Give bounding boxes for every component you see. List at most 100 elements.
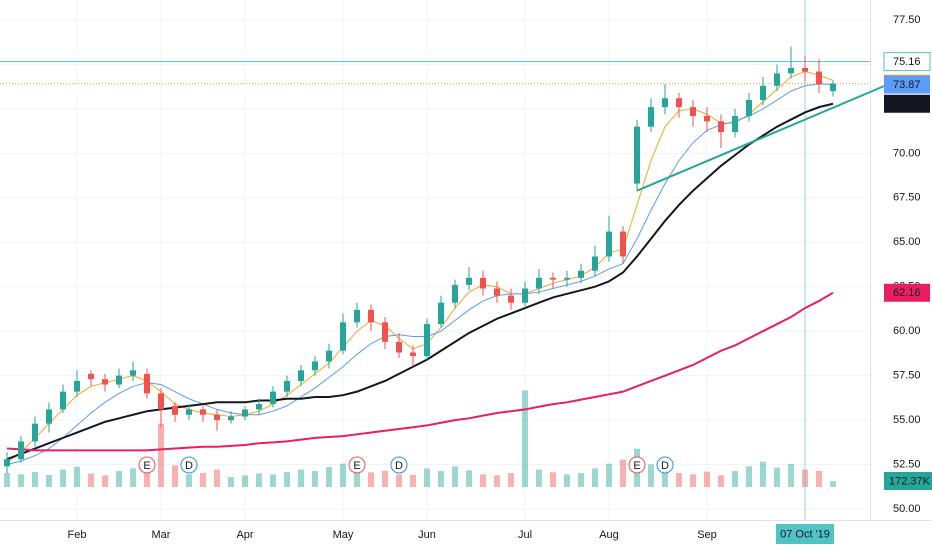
candle-body	[522, 288, 528, 303]
volume-bar	[816, 471, 822, 487]
candle-body	[228, 416, 234, 421]
volume-bar	[410, 475, 416, 487]
x-tick-label: Aug	[599, 529, 619, 541]
x-tick-label: Jul	[518, 529, 532, 541]
price-badge-label: 75.16	[893, 56, 921, 68]
candle-body	[130, 370, 136, 376]
y-tick-label: 55.00	[893, 414, 921, 426]
candle-body	[284, 380, 290, 392]
volume-bar	[424, 468, 430, 487]
volume-bar	[508, 473, 514, 487]
candle-body	[312, 361, 318, 371]
candle-body	[102, 379, 108, 385]
candle-body	[256, 404, 262, 410]
event-marker	[628, 456, 646, 474]
date-badge	[776, 524, 834, 544]
candle-body	[536, 277, 542, 289]
volume-badge-label: 172.37K	[889, 475, 931, 487]
volume-bar	[676, 473, 682, 487]
event-marker	[138, 456, 156, 474]
volume-bar	[746, 466, 752, 487]
volume-bar	[536, 469, 542, 487]
volume-bar	[452, 466, 458, 487]
candle-body	[718, 121, 724, 133]
candle-body	[704, 116, 710, 122]
volume-bar	[648, 464, 654, 487]
volume-bar	[606, 463, 612, 487]
candle-body	[592, 256, 598, 271]
candle-body	[466, 277, 472, 285]
date-badge-label: 07 Oct '19	[780, 528, 830, 540]
y-tick-label: 60.00	[893, 325, 921, 337]
candle-body	[480, 277, 486, 289]
volume-bar	[620, 459, 626, 487]
candle-body	[200, 409, 206, 415]
volume-bar	[116, 471, 122, 487]
volume-bar	[228, 477, 234, 487]
candle-body	[606, 231, 612, 257]
volume-bar	[200, 473, 206, 487]
volume-bar	[326, 467, 332, 487]
volume-bar	[102, 475, 108, 487]
volume-bar	[382, 471, 388, 487]
candle-body	[662, 98, 668, 108]
candle-body	[732, 116, 738, 133]
volume-bar	[466, 470, 472, 487]
volume-bar	[494, 475, 500, 487]
volume-bar	[354, 469, 360, 487]
price-badge-label: 62.16	[893, 287, 921, 299]
volume-bar	[88, 473, 94, 487]
candle-body	[396, 341, 402, 353]
event-label: E	[633, 460, 640, 472]
moving-average	[6, 291, 834, 452]
price-badge-label: 73.87	[893, 79, 921, 91]
volume-bar	[760, 461, 766, 487]
candle-body	[368, 309, 374, 323]
event-marker	[390, 456, 408, 474]
candle-body	[760, 85, 766, 101]
candle-body	[60, 391, 66, 410]
event-label: E	[353, 460, 360, 472]
candle-body	[382, 322, 388, 342]
candle-body	[746, 100, 752, 117]
volume-bar	[340, 463, 346, 487]
moving-average	[6, 102, 834, 461]
candle-body	[830, 83, 836, 92]
candle-body	[774, 73, 780, 86]
volume-bar	[704, 471, 710, 487]
candle-body	[676, 98, 682, 108]
candle-body	[172, 405, 178, 415]
y-tick-label: 65.00	[893, 236, 921, 248]
candle-body	[410, 352, 416, 357]
volume-bar	[592, 468, 598, 487]
event-label: D	[395, 460, 403, 472]
candle-body	[550, 277, 556, 280]
candle-body	[74, 380, 80, 392]
trendline	[636, 83, 890, 192]
volume-bar	[480, 474, 486, 487]
volume-bar	[774, 467, 780, 487]
candle-body	[620, 231, 626, 257]
candle-body	[158, 393, 164, 410]
volume-bar	[522, 390, 528, 487]
volume-bar	[438, 471, 444, 487]
candle-body	[494, 288, 500, 296]
y-tick-label: 50.00	[893, 503, 921, 515]
volume-bar	[368, 472, 374, 487]
volume-bar	[396, 474, 402, 487]
candle-body	[32, 423, 38, 442]
volume-bar	[130, 468, 136, 487]
x-tick-label: Apr	[236, 529, 253, 541]
candle-body	[116, 375, 122, 385]
price-badge	[883, 52, 931, 72]
price-badge	[884, 94, 930, 113]
volume-bar	[242, 475, 248, 487]
volume-bar	[578, 473, 584, 487]
candle-body	[4, 459, 10, 467]
candle-body	[424, 324, 430, 357]
volume-bar	[830, 481, 836, 487]
volume-bar	[690, 474, 696, 487]
x-tick-label: May	[333, 529, 354, 541]
y-tick-label: 52.50	[893, 458, 921, 470]
